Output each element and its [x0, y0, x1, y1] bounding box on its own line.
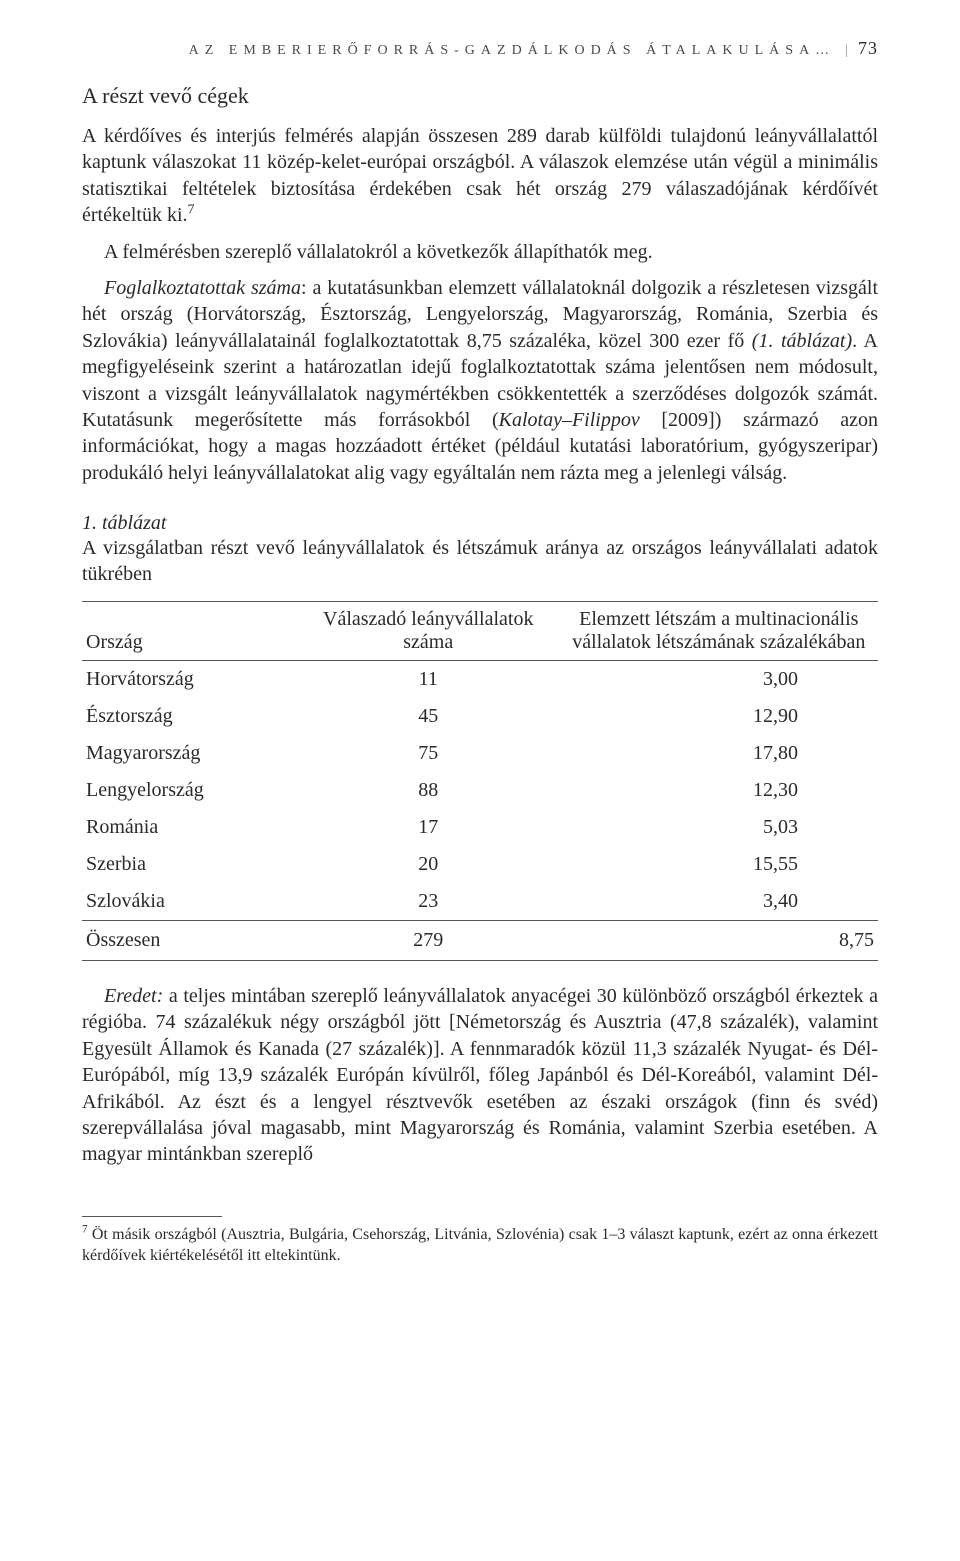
col-country: Ország	[82, 602, 297, 661]
running-head: AZ EMBERIERŐFORRÁS-GAZDÁLKODÁS ÁTALAKULÁ…	[82, 38, 878, 59]
cell-pct-total: 8,75	[560, 921, 878, 961]
table-row: Magyarország 75 17,80	[82, 735, 878, 772]
paragraph-origin: Eredet: a teljes mintában szereplő leány…	[82, 983, 878, 1168]
cell-pct: 15,55	[560, 846, 878, 883]
cell-country: Szlovákia	[82, 883, 297, 921]
paragraph-intro: A kérdőíves és interjús felmérés alapján…	[82, 123, 878, 229]
footnote-ref-7: 7	[188, 203, 195, 218]
cell-country: Magyarország	[82, 735, 297, 772]
col-share: Elemzett létszám a multinacionális válla…	[560, 602, 878, 661]
cell-count: 45	[297, 698, 560, 735]
cell-count: 11	[297, 661, 560, 699]
paragraph-intro-b: A felmérésben szereplő vállalatokról a k…	[82, 239, 878, 265]
footnote-rule	[82, 1216, 222, 1217]
footnote-7: 7 Öt másik országból (Ausztria, Bulgária…	[82, 1225, 878, 1267]
table-row: Szlovákia 23 3,40	[82, 883, 878, 921]
paragraph-employment-tableref: (1. táblázat)	[752, 330, 852, 352]
table-row: Szerbia 20 15,55	[82, 846, 878, 883]
paragraph-employment-label: Foglalkoztatottak száma	[104, 277, 301, 299]
cell-pct: 12,30	[560, 772, 878, 809]
table-total-row: Összesen 279 8,75	[82, 921, 878, 961]
cell-count: 20	[297, 846, 560, 883]
paragraph-employment: Foglalkoztatottak száma: a kutatásunkban…	[82, 275, 878, 486]
cell-count-total: 279	[297, 921, 560, 961]
footnote-text: Öt másik országból (Ausztria, Bulgária, …	[82, 1226, 878, 1264]
paragraph-employment-cite: Kalotay–Filippov	[499, 409, 640, 431]
cell-count: 75	[297, 735, 560, 772]
cell-pct: 3,40	[560, 883, 878, 921]
cell-country: Észtország	[82, 698, 297, 735]
running-head-separator: |	[835, 43, 858, 59]
table-row: Románia 17 5,03	[82, 809, 878, 846]
running-title: AZ EMBERIERŐFORRÁS-GAZDÁLKODÁS ÁTALAKULÁ…	[189, 43, 836, 59]
cell-count: 17	[297, 809, 560, 846]
cell-count: 88	[297, 772, 560, 809]
data-table: Ország Válaszadó leányvállalatok száma E…	[82, 601, 878, 961]
cell-country: Horvátország	[82, 661, 297, 699]
cell-country: Lengyelország	[82, 772, 297, 809]
table-caption-number: 1. táblázat	[82, 512, 878, 535]
paragraph-origin-text: a teljes mintában szereplő leányvállalat…	[82, 985, 878, 1165]
paragraph-intro-text-a: A kérdőíves és interjús felmérés alapján…	[82, 125, 878, 226]
cell-pct: 5,03	[560, 809, 878, 846]
cell-pct: 3,00	[560, 661, 878, 699]
col-respondents: Válaszadó leányvállalatok száma	[297, 602, 560, 661]
cell-pct: 17,80	[560, 735, 878, 772]
page: AZ EMBERIERŐFORRÁS-GAZDÁLKODÁS ÁTALAKULÁ…	[0, 0, 960, 1561]
table-title: A vizsgálatban részt vevő leányvállalato…	[82, 535, 878, 587]
cell-count: 23	[297, 883, 560, 921]
cell-country-total: Összesen	[82, 921, 297, 961]
cell-pct: 12,90	[560, 698, 878, 735]
cell-country: Románia	[82, 809, 297, 846]
table-row: Lengyelország 88 12,30	[82, 772, 878, 809]
page-number: 73	[858, 38, 878, 59]
table-row: Horvátország 11 3,00	[82, 661, 878, 699]
paragraph-origin-label: Eredet:	[104, 985, 163, 1007]
table-row: Észtország 45 12,90	[82, 698, 878, 735]
cell-country: Szerbia	[82, 846, 297, 883]
section-heading: A részt vevő cégek	[82, 83, 878, 109]
